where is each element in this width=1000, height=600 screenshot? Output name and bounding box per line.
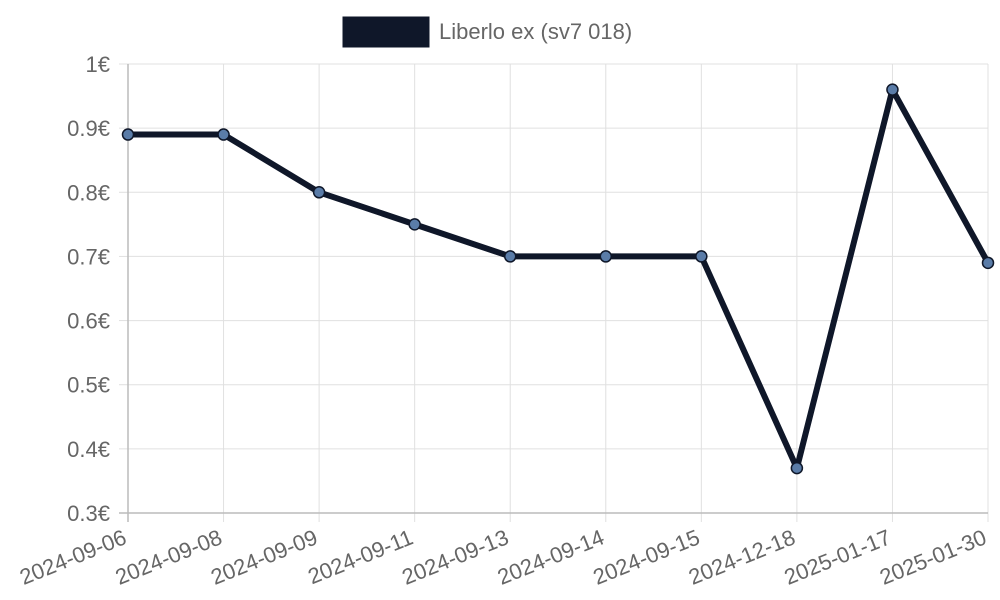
y-tick-label: 0.6€ — [67, 309, 110, 334]
legend-label[interactable]: Liberlo ex (sv7 018) — [439, 19, 632, 44]
data-point — [981, 256, 995, 270]
data-point — [408, 218, 421, 231]
x-tick-label: 2024-09-09 — [207, 524, 321, 589]
data-point — [217, 128, 230, 141]
data-point — [599, 250, 613, 263]
y-tick-label: 0.3€ — [67, 501, 110, 526]
grid-lines — [119, 63, 989, 522]
x-tick-label: 2024-09-11 — [304, 524, 416, 589]
legend[interactable]: Liberlo ex (sv7 018) — [342, 16, 632, 48]
y-tick-label: 1€ — [86, 52, 110, 77]
data-point — [121, 128, 135, 141]
y-tick-label: 0.8€ — [67, 180, 110, 205]
data-point — [312, 186, 326, 199]
x-tick-label: 2024-09-13 — [398, 524, 512, 589]
axes — [119, 64, 988, 522]
x-tick-label: 2025-01-17 — [781, 524, 895, 589]
data-point — [886, 83, 899, 96]
x-tick-label: 2024-09-15 — [589, 524, 703, 589]
x-tick-label: 2024-09-14 — [494, 524, 608, 589]
y-axis-ticks: 1€ 0.9€ 0.8€ 0.7€ 0.6€ 0.5€ 0.4€ 0.3€ — [67, 52, 110, 526]
x-tick-label: 2024-12-18 — [685, 524, 799, 589]
x-tick-label: 2024-09-08 — [112, 524, 226, 589]
legend-swatch[interactable] — [342, 16, 430, 48]
y-tick-label: 0.5€ — [67, 373, 110, 398]
x-tick-label: 2025-01-30 — [876, 524, 990, 589]
x-tick-label: 2024-09-06 — [16, 524, 130, 589]
data-point — [790, 461, 804, 475]
y-tick-label: 0.7€ — [67, 244, 110, 269]
data-point — [695, 250, 708, 263]
series-line — [125, 86, 991, 472]
y-tick-label: 0.9€ — [67, 116, 110, 141]
y-tick-label: 0.4€ — [67, 437, 110, 462]
data-point — [503, 250, 517, 263]
x-axis-ticks: 2024-09-062024-09-082024-09-092024-09-11… — [16, 524, 990, 589]
series-group — [121, 83, 995, 475]
